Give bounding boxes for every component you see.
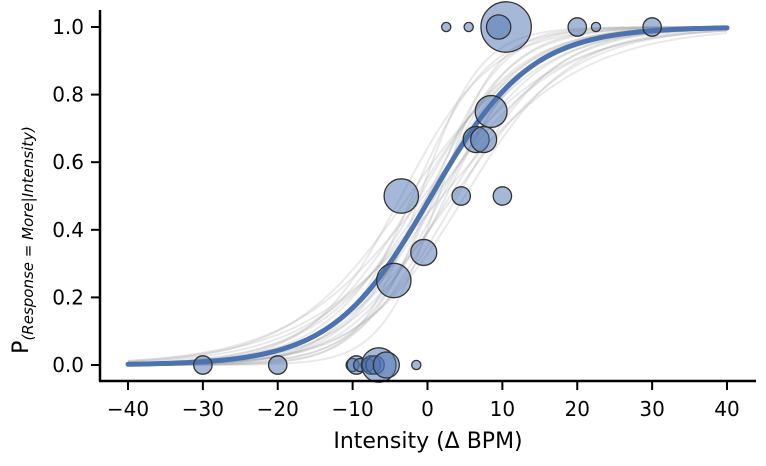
posterior-sample-curve — [127, 26, 728, 366]
data-point — [567, 17, 588, 37]
data-point — [485, 14, 512, 40]
data-point — [383, 178, 420, 214]
posterior-sample-curves — [127, 26, 728, 366]
x-tick-label: −10 — [332, 397, 374, 421]
x-tick-label: 30 — [639, 397, 664, 421]
y-tick-label: 0.2 — [52, 285, 84, 309]
data-point — [372, 351, 400, 379]
data-point — [410, 238, 438, 267]
x-tick-label: −40 — [107, 397, 149, 421]
y-tick-label: 0.6 — [52, 150, 84, 174]
data-point — [451, 186, 472, 206]
posterior-sample-curve — [127, 26, 727, 366]
posterior-sample-curve — [127, 32, 728, 362]
psychometric-fit-curve — [125, 25, 730, 367]
y-axis-label-sub: (Response = More|Intensity) — [19, 126, 37, 340]
x-tick-label: 0 — [421, 397, 434, 421]
data-point — [474, 94, 508, 129]
response-points — [193, 1, 662, 383]
posterior-sample-curve — [127, 26, 728, 366]
posterior-sample-curve — [128, 26, 728, 366]
data-point — [492, 186, 513, 206]
x-tick-label: 20 — [565, 397, 590, 421]
svg-text:P(Response = More|Intensity): P(Response = More|Intensity) — [9, 126, 37, 354]
posterior-sample-curve — [127, 27, 728, 365]
x-tick-label: 40 — [714, 397, 739, 421]
x-tick-label: 10 — [490, 397, 515, 421]
data-point — [642, 17, 662, 37]
x-tick-label: −30 — [182, 397, 224, 421]
y-tick-label: 1.0 — [52, 15, 84, 39]
data-point — [440, 21, 452, 33]
data-point — [193, 355, 213, 375]
y-tick-label: 0.0 — [52, 353, 84, 377]
y-axis-label: P(Response = More|Intensity) — [9, 126, 37, 354]
posterior-sample-curve — [127, 29, 728, 362]
x-tick-label: −20 — [257, 397, 299, 421]
data-point — [375, 262, 412, 299]
fit-curve — [125, 25, 730, 367]
x-axis-label: Intensity (Δ BPM) — [333, 429, 522, 454]
data-point — [590, 21, 602, 33]
y-axis-label-main: P — [9, 341, 34, 354]
y-tick-label: 0.8 — [52, 83, 84, 107]
data-point — [463, 21, 474, 33]
posterior-sample-curve — [128, 26, 727, 366]
data-point — [470, 125, 498, 154]
y-tick-label: 0.4 — [52, 218, 84, 242]
data-point — [411, 359, 422, 371]
axes: −40 −30 −20 −10 0 10 20 30 40 0.0 0.2 0.4 0.6 0.8 1.0 — [52, 10, 756, 421]
data-point — [267, 355, 288, 375]
